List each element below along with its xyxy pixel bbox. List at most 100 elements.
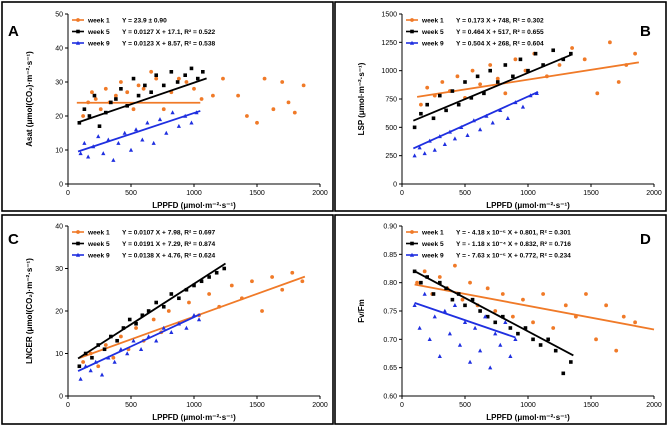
data-point [455,74,460,79]
data-point [88,368,93,373]
data-point [119,87,123,91]
data-point [149,90,153,94]
data-point [300,279,305,284]
series-week-5: week 5 Y = 0.0191 X + 7.29, R² = 0.874 [72,241,227,369]
legend-name: week 5 [87,241,110,248]
data-point [280,80,285,84]
legend-name: week 5 [87,29,110,36]
data-point [508,326,513,330]
data-point [286,100,291,105]
x-tick-label: 500 [125,402,137,409]
data-point [140,137,145,142]
data-point [146,309,151,313]
data-point [470,297,475,302]
y-tick-label: 0.80 [383,280,397,287]
data-point [111,355,116,360]
data-point [523,326,528,330]
y-tick-label: 1500 [381,12,397,19]
data-point [452,303,458,308]
data-point [103,343,108,347]
panel-d-frame [334,214,667,425]
legend-equation: Y = 0.504 X + 268, R² = 0.604 [456,40,544,47]
data-point [141,86,146,91]
data-point [214,270,219,275]
panel-d-letter: D [640,231,651,248]
data-point [103,86,108,91]
data-point [196,317,202,322]
data-point [633,51,637,56]
data-point [452,136,458,141]
data-point [199,97,204,101]
data-point [531,337,535,342]
data-point [292,110,297,115]
data-point [412,153,417,158]
data-point [563,303,568,308]
data-point [511,74,515,79]
panel-b: B 0 500 1000 1500 2000 0 250 500 750 1000 1250 1500 L… [334,1,667,212]
regression-line [77,77,207,124]
data-point [553,348,558,353]
data-point [493,331,498,336]
x-tick-label: 1500 [249,402,265,409]
data-point [245,114,249,118]
x-tick-label: 2000 [312,190,328,197]
data-point [500,292,505,296]
data-point [442,142,447,147]
series-week-9: week 9 Y = - 7.63 x 10⁻⁵ X + 0.772, R² = … [406,252,571,370]
data-point [417,325,422,330]
y-tick-label: 0.90 [383,224,397,231]
data-point [96,364,101,369]
data-point [161,83,166,88]
data-point [154,300,158,305]
data-point [570,46,574,50]
data-point [109,100,113,105]
data-point [488,68,492,73]
data-point [78,151,83,156]
data-point [551,48,555,53]
data-point [604,303,609,308]
data-point [538,343,543,347]
data-point [541,63,545,67]
legend-marker [410,241,414,246]
panel-b-frame [334,1,667,212]
x-tick-label: 0 [66,190,70,197]
legend-equation: Y = 0.0123 X + 8.57, R² = 0.538 [122,40,216,47]
data-point [533,51,538,56]
data-point [456,102,461,107]
data-point [111,157,116,162]
data-point [119,334,123,339]
data-point [450,297,455,302]
data-point [503,91,508,96]
data-point [189,66,194,71]
data-point [134,321,138,326]
data-point [569,51,573,56]
legend-name: week 9 [87,252,110,259]
panel-b-letter: B [640,23,651,40]
data-point [561,371,566,376]
legend-name: week 5 [421,29,444,36]
legend-equation: Y = 23.9 ± 0.90 [122,17,167,24]
data-point [121,326,126,330]
x-tick-label: 0 [400,190,404,197]
regression-line [77,110,201,153]
data-point [415,280,420,285]
x-axis-label: LPPFD (μmol·m⁻²·s⁻¹) [152,413,236,422]
data-point [125,351,130,356]
x-tick-label: 2000 [646,190,662,197]
data-point [472,325,478,330]
data-point [229,283,234,288]
legend-equation: Y = 0.464 X + 517, R² = 0.655 [456,29,544,36]
panel-c: C 0 500 1000 1500 2000 0 10 20 30 40 LPPFD (μmol·m⁻… [1,214,334,425]
data-point [422,291,427,296]
x-tick-label: 500 [125,190,137,197]
data-point [516,331,520,336]
data-point [78,376,83,381]
data-point [485,314,490,319]
data-point [460,297,465,302]
y-tick-label: 1250 [381,40,397,47]
y-tick-label: 0.85 [383,252,397,259]
x-axis-label: LPPFD (μmol·m⁻²·s⁻¹) [486,201,570,210]
data-point [113,93,118,98]
data-point [161,107,166,112]
data-point [96,134,101,139]
